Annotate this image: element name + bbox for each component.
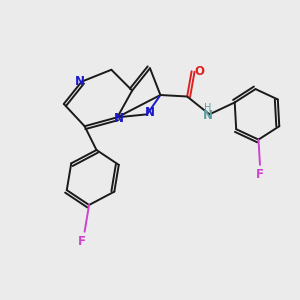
Text: N: N xyxy=(144,106,154,119)
Text: F: F xyxy=(78,235,86,248)
Text: F: F xyxy=(256,168,264,181)
Text: O: O xyxy=(194,65,204,78)
Text: H: H xyxy=(204,103,211,113)
Text: N: N xyxy=(75,75,85,88)
Text: N: N xyxy=(114,112,124,125)
Text: N: N xyxy=(203,109,213,122)
